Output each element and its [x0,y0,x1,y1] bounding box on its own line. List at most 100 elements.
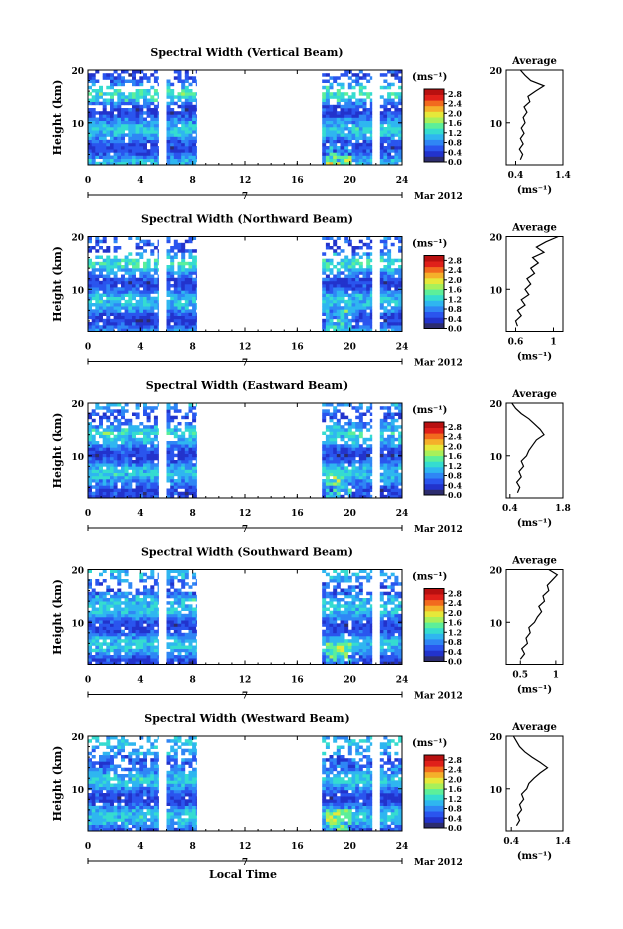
heatmap-cell [146,434,151,439]
heatmap-cell [181,268,186,272]
heatmap-cell [124,265,129,269]
heatmap-cell [166,406,171,410]
heatmap-cell [135,591,140,596]
heatmap-cell [344,629,349,634]
heatmap-cell [121,136,125,140]
heatmap-cell [117,117,122,121]
heatmap-cell [135,299,140,304]
heatmap-cell [340,306,345,310]
heatmap-cell [336,403,341,407]
heatmap-cell [121,306,125,310]
heatmap-cell [340,92,345,96]
heatmap-cell [344,469,349,473]
heatmap-cell [146,632,151,637]
heatmap-cell [121,613,125,618]
heatmap-cell [192,155,197,159]
heatmap-cell [351,309,356,313]
heatmap-cell [340,613,345,618]
heatmap-cell [135,318,140,323]
heatmap-cell [99,463,103,467]
heatmap-cell [355,598,360,602]
heatmap-cell [325,613,330,618]
heatmap-cell [124,651,129,656]
heatmap-cell [166,277,171,282]
heatmap-cell [347,306,352,310]
heatmap-cell [113,271,118,275]
heatmap-cell [102,431,107,435]
heatmap-cell [379,142,384,147]
heatmap-cell [132,617,136,621]
heatmap-cell [110,642,114,646]
heatmap-cell [358,598,363,602]
heatmap-cell [195,579,197,583]
heatmap-cell [102,479,107,483]
heatmap-cell [379,431,384,435]
heatmap-cell [369,479,373,483]
heatmap-cell [394,155,399,159]
heatmap-cell [387,422,392,426]
heatmap-cell [143,613,147,618]
heatmap-cell [157,620,159,624]
heatmap-cell [383,98,388,102]
heatmap-cell [135,607,140,611]
heatmap-cell [394,101,399,106]
heatmap-cell [394,70,399,74]
heatmap-cell [128,79,133,83]
heatmap-cell [333,661,338,665]
heatmap-cell [362,450,367,454]
heatmap-cell [128,296,133,301]
heatmap-cell [369,594,373,599]
heatmap-cell [166,236,171,240]
colorbar-tick-label: 2.8 [448,422,462,432]
heatmap-cell [329,617,334,621]
heatmap-cell [146,322,151,326]
heatmap-cell [139,636,144,640]
heatmap-cell [383,149,388,153]
heatmap-cell [358,306,363,310]
heatmap-cell [135,651,140,656]
heatmap-cell [398,92,403,96]
heatmap-cell [366,613,371,618]
heatmap-cell [88,441,92,445]
heatmap-cell [383,460,388,464]
heatmap-cell [166,469,171,473]
heatmap-cell [139,579,144,583]
heatmap-cell [113,309,118,313]
heatmap-cell [113,472,118,477]
heatmap-cell [347,617,352,621]
heatmap-cell [188,76,193,80]
heatmap-cell [383,258,388,263]
heatmap-cell [143,325,147,329]
average-frame [505,69,564,166]
heatmap-cell [329,491,334,496]
heatmap-cell [150,639,155,643]
heatmap-cell [329,127,334,131]
heatmap-cell [128,312,133,316]
heatmap-cell [157,610,159,615]
heatmap-cell [95,491,100,496]
heatmap-cell [157,252,159,256]
heatmap-cell [91,463,96,467]
heatmap-cell [157,155,159,159]
heatmap-cell [173,139,178,144]
heatmap-cell [322,450,327,454]
heatmap-cell [99,485,103,489]
heatmap-cell [336,428,341,432]
heatmap-cell [124,626,129,630]
heatmap-cell [369,76,373,80]
heatmap-cell [383,161,388,166]
heatmap-cell [369,268,373,272]
heatmap-cell [128,655,133,659]
heatmap-cell [170,441,175,445]
heatmap-cell [170,306,175,310]
heatmap-cell [329,412,334,416]
heatmap-cell [355,491,360,496]
heatmap-cell [383,79,388,83]
heatmap-cell [157,466,159,470]
heatmap-cell [88,434,92,439]
heatmap-cell [181,645,186,649]
heatmap-cell [135,242,140,247]
heatmap-cell [88,585,92,589]
heatmap-cell [390,82,395,87]
heatmap-cell [379,434,384,439]
